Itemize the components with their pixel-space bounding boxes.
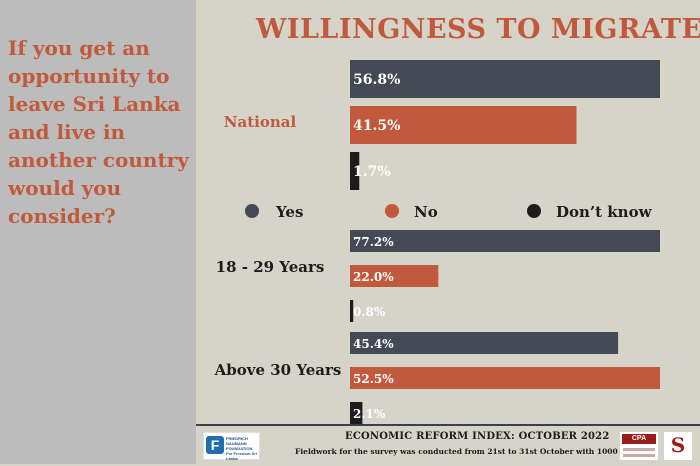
cpa-logo: CPA — [620, 432, 658, 460]
legend-label: Don’t know — [556, 203, 653, 221]
data-label: 2.1% — [353, 407, 386, 421]
cpa-logo-line — [623, 454, 655, 457]
data-label: 0.8% — [353, 305, 386, 319]
bar-yes — [350, 332, 619, 354]
footer-note: Fieldwork for the survey was conducted f… — [295, 447, 651, 456]
data-label: 52.5% — [353, 372, 394, 386]
bar-no — [350, 106, 577, 144]
legend-dot — [527, 204, 541, 218]
data-label: 22.0% — [353, 270, 394, 284]
footer-bar — [196, 424, 700, 466]
group-label: Above 30 Years — [214, 361, 342, 379]
group-label: 18 - 29 Years — [216, 258, 325, 276]
chart-title: WILLINGNESS TO MIGRATE — [256, 14, 700, 45]
cpa-logo-line — [623, 448, 655, 451]
bar-no — [350, 265, 439, 287]
social-indicator-logo: S — [664, 432, 692, 460]
fnf-logo-text: FRIEDRICH NAUMANN FOUNDATION For Freedom… — [226, 436, 257, 461]
fnf-logo-mark: F — [206, 436, 224, 454]
social-indicator-logo-mark: S — [670, 433, 686, 457]
bar-don-t-know — [350, 300, 354, 322]
question-panel: If you get an opportunity to leave Sri L… — [0, 0, 196, 464]
legend-label: Yes — [275, 203, 303, 221]
bar-yes — [350, 60, 660, 98]
bar-don-t-know — [350, 402, 363, 424]
legend-label: No — [414, 203, 438, 221]
data-label: 45.4% — [353, 337, 394, 351]
cpa-logo-mark: CPA — [622, 434, 656, 444]
survey-question: If you get an opportunity to leave Sri L… — [8, 36, 189, 228]
data-label: 77.2% — [353, 235, 394, 249]
bar-no — [350, 367, 660, 389]
legend-dot — [245, 204, 259, 218]
data-label: 1.7% — [353, 164, 391, 180]
bar-yes — [350, 230, 660, 252]
data-label: 41.5% — [353, 118, 400, 134]
legend-dot — [385, 204, 399, 218]
group-label: National — [224, 113, 297, 131]
footer-title: ECONOMIC REFORM INDEX: OCTOBER 2022 — [345, 431, 610, 442]
data-label: 56.8% — [353, 72, 400, 88]
bar-don-t-know — [350, 152, 360, 190]
fnf-logo: F FRIEDRICH NAUMANN FOUNDATION For Freed… — [203, 432, 260, 461]
